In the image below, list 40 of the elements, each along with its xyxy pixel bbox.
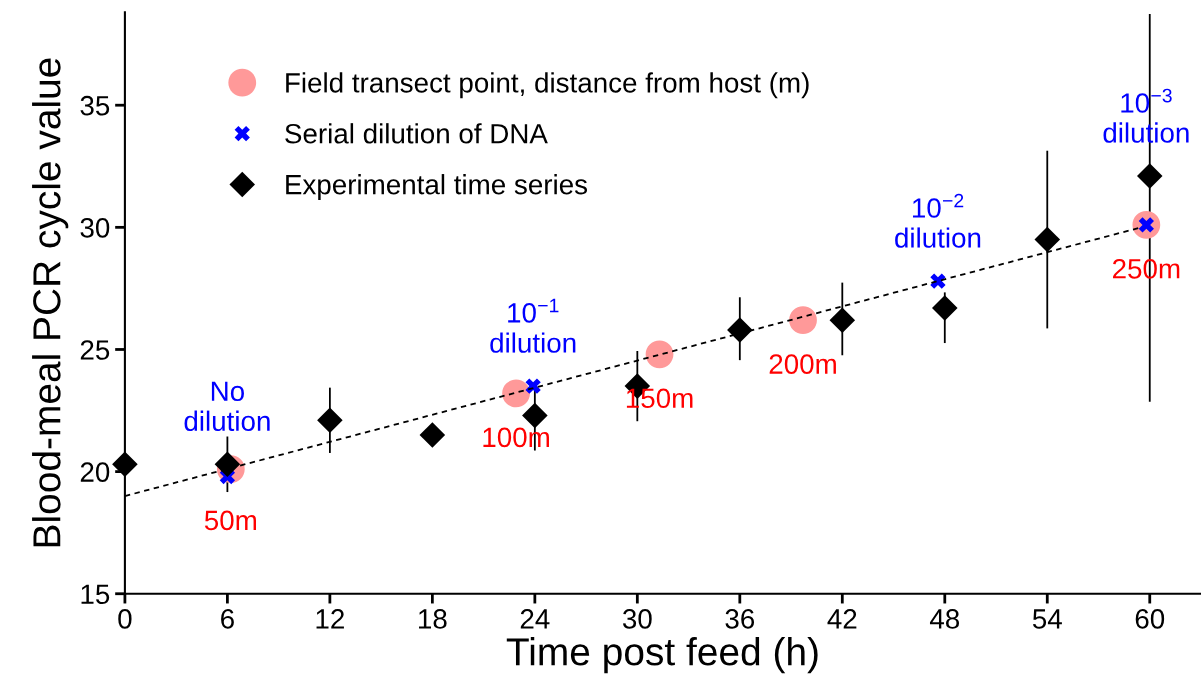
legend-label: Serial dilution of DNA: [285, 123, 548, 144]
annotation: No dilution: [184, 381, 270, 432]
y-tick-label: 25: [80, 340, 110, 360]
legend-label: Field transect point, distance from host (m): [286, 72, 809, 99]
annotation: 10$^{−1}$ dilution: [490, 298, 576, 353]
point: [789, 306, 817, 335]
x-tick-label: 48: [929, 609, 960, 629]
y-tick-label: 15: [81, 584, 110, 605]
y-tick-label: 35: [80, 95, 110, 116]
point: [1034, 226, 1061, 253]
point: [727, 317, 753, 343]
x-tick-label: 30: [622, 609, 652, 629]
annotation: 200m: [769, 354, 836, 374]
x-tick-label: 12: [316, 609, 344, 629]
x-tick-label: 6: [221, 609, 234, 629]
x-axis-title: Time post feed (h): [506, 637, 818, 674]
y-tick-label: 30: [80, 218, 110, 238]
point: [932, 295, 958, 321]
x-tick-label: 36: [725, 609, 755, 629]
x-tick-label: 24: [520, 609, 550, 629]
annotation: 10$^{−2}$ dilution: [895, 193, 981, 248]
point: [525, 378, 541, 394]
point: [214, 451, 241, 478]
point: [645, 340, 674, 369]
y-tick-label: 20: [80, 462, 110, 482]
legend-label: Experimental time series: [286, 174, 588, 200]
point: [112, 451, 138, 478]
point: [1136, 163, 1163, 189]
x-tick-label: 42: [827, 609, 857, 629]
point: [317, 407, 343, 434]
y-axis-title: Blood-meal PCR cycle value: [32, 58, 69, 547]
point: [829, 307, 856, 333]
x-tick-label: 60: [1135, 609, 1165, 629]
point: [522, 402, 548, 429]
annotation: 50m: [204, 510, 256, 531]
point: [502, 379, 530, 408]
point: [419, 422, 446, 448]
x-tick-label: 18: [419, 609, 447, 629]
x-tick-label: 0: [118, 609, 132, 629]
x-tick-label: 54: [1032, 609, 1062, 629]
